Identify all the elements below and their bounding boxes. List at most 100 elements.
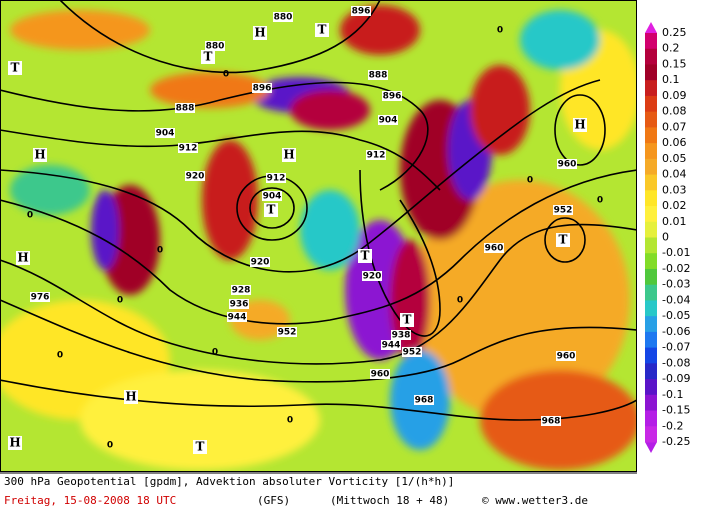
colorbar-band bbox=[645, 300, 657, 317]
contour-label-bg bbox=[252, 83, 272, 93]
pressure-center: H bbox=[34, 148, 45, 162]
contour-label-bg bbox=[557, 159, 577, 169]
contour-label: 928 bbox=[232, 286, 251, 296]
contour-label-bg bbox=[227, 312, 247, 322]
colorbar-band bbox=[645, 190, 657, 207]
colorbar-label: -0.07 bbox=[662, 341, 690, 354]
colorbar-label: 0.08 bbox=[662, 105, 687, 118]
colorbar-label: -0.05 bbox=[662, 309, 690, 322]
vorticity-field bbox=[0, 0, 637, 472]
contour-label: 888 bbox=[176, 104, 195, 114]
colorbar-label: -0.09 bbox=[662, 372, 690, 385]
colorbar-band bbox=[645, 111, 657, 128]
zero-contour-label: 0 bbox=[497, 26, 503, 36]
contour-label: 904 bbox=[156, 129, 175, 139]
pressure-center-bg bbox=[33, 148, 47, 162]
contour-label: 938 bbox=[392, 331, 411, 341]
colorbar-band bbox=[645, 316, 657, 333]
contour-label-bg bbox=[484, 243, 504, 253]
pressure-center-bg bbox=[264, 203, 278, 217]
colorbar-label: -0.1 bbox=[662, 388, 683, 401]
colorbar-label: 0.09 bbox=[662, 89, 687, 102]
contour-label-bg bbox=[351, 6, 371, 16]
pressure-center-bg bbox=[201, 50, 215, 64]
contour-label: 976 bbox=[31, 293, 50, 303]
contour-label: 912 bbox=[367, 151, 386, 161]
contour-label: 888 bbox=[369, 71, 388, 81]
colorbar-band bbox=[645, 64, 657, 81]
contour-label-bg bbox=[266, 173, 286, 183]
contour-label-bg bbox=[178, 143, 198, 153]
colorbar-label: -0.25 bbox=[662, 435, 690, 448]
contour-label-bg bbox=[414, 395, 434, 405]
colorbar-label: -0.08 bbox=[662, 356, 690, 369]
contour-label-bg bbox=[229, 299, 249, 309]
colorbar-band bbox=[645, 394, 657, 412]
contour-label-bg bbox=[231, 285, 251, 295]
contour-label-bg bbox=[381, 340, 401, 350]
colorbar-band bbox=[645, 363, 657, 380]
contour-label: 896 bbox=[253, 84, 272, 94]
pressure-center-bg bbox=[193, 440, 207, 454]
pressure-center-bg bbox=[8, 436, 22, 450]
footer-title: 300 hPa Geopotential [gpdm], Advektion a… bbox=[4, 475, 454, 488]
pressure-center: T bbox=[318, 23, 327, 37]
colorbar-band bbox=[645, 80, 657, 97]
pressure-center-bg bbox=[16, 251, 30, 265]
pressure-center: H bbox=[9, 436, 20, 450]
pressure-center: T bbox=[204, 50, 213, 64]
contour-label-bg bbox=[370, 369, 390, 379]
colorbar-label: 0.03 bbox=[662, 183, 687, 196]
colorbar-band bbox=[645, 221, 657, 238]
colorbar-band bbox=[645, 206, 657, 223]
contour-label: 896 bbox=[383, 92, 402, 102]
colorbar-label: 0.05 bbox=[662, 152, 687, 165]
contour-label: 968 bbox=[415, 396, 434, 406]
contour-label: 920 bbox=[186, 172, 205, 182]
colorbar-band bbox=[645, 48, 657, 65]
colorbar-label: 0.2 bbox=[662, 42, 680, 55]
zero-contour-label: 0 bbox=[117, 296, 123, 306]
colorbar-band bbox=[645, 426, 657, 443]
colorbar-label: -0.06 bbox=[662, 325, 690, 338]
pressure-center: T bbox=[361, 249, 370, 263]
contour-label: 960 bbox=[557, 352, 576, 362]
contour-label: 952 bbox=[554, 206, 573, 216]
contour-label-bg bbox=[541, 416, 561, 426]
pressure-center: T bbox=[196, 440, 205, 454]
contour-label-bg bbox=[402, 347, 422, 357]
pressure-center: T bbox=[267, 203, 276, 217]
contour-label: 904 bbox=[379, 116, 398, 126]
zero-contour-label: 0 bbox=[223, 70, 229, 80]
map-labels: 880 880 888 896 888 904 912 896 904 912 920 904 912 9… bbox=[8, 6, 603, 454]
colorbar-band bbox=[645, 331, 657, 349]
footer-date: Freitag, 15-08-2008 18 UTC bbox=[4, 494, 176, 507]
pressure-center: H bbox=[254, 26, 265, 40]
contour-label: 960 bbox=[485, 244, 504, 254]
zero-contour-label: 0 bbox=[597, 196, 603, 206]
contour-label-bg bbox=[368, 70, 388, 80]
colorbar-band bbox=[645, 284, 657, 301]
contour-label-bg bbox=[556, 351, 576, 361]
zero-contour-label: 0 bbox=[57, 351, 63, 361]
footer-run: (Mittwoch 18 + 48) bbox=[330, 494, 449, 507]
map-frame bbox=[0, 0, 637, 472]
pressure-center-bg bbox=[315, 23, 329, 37]
colorbar-band bbox=[645, 268, 657, 286]
contour-label-bg bbox=[30, 292, 50, 302]
contour-label: 912 bbox=[179, 144, 198, 154]
contour-label: 936 bbox=[230, 300, 249, 310]
geopotential-contours bbox=[0, 0, 637, 421]
colorbar-label: -0.03 bbox=[662, 278, 690, 291]
contour-label: 904 bbox=[263, 192, 282, 202]
footer-model: (GFS) bbox=[257, 494, 290, 507]
colorbar-label: 0.25 bbox=[662, 26, 687, 39]
colorbar-label: 0 bbox=[662, 231, 669, 244]
zero-contour-label: 0 bbox=[457, 296, 463, 306]
colorbar-band bbox=[645, 127, 657, 144]
contour-label: 960 bbox=[371, 370, 390, 380]
contour-label-bg bbox=[277, 327, 297, 337]
colorbar-label: 0.07 bbox=[662, 120, 687, 133]
contour-label: 920 bbox=[363, 272, 382, 282]
